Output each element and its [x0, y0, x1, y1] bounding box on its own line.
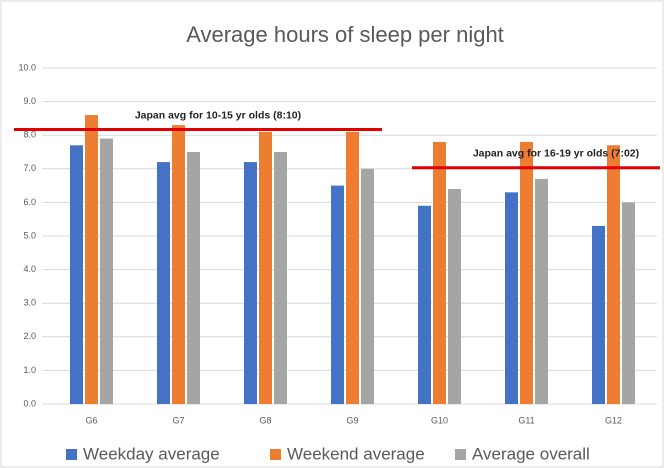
bar: [187, 152, 200, 404]
x-tick-label: G8: [259, 415, 271, 425]
y-tick-label: 2.0: [23, 331, 36, 341]
bar: [622, 202, 635, 404]
bar: [535, 178, 548, 404]
y-tick-label: 6.0: [23, 197, 36, 207]
bar: [520, 141, 533, 405]
x-tick-label: G11: [518, 415, 534, 425]
x-tick-label: G10: [431, 415, 448, 425]
y-tick-label: 8.0: [23, 130, 36, 140]
y-tick-label: 4.0: [23, 264, 36, 274]
x-tick-label: G12: [605, 415, 622, 425]
bar: [418, 205, 431, 404]
bar: [85, 115, 98, 404]
y-tick-label: 7.0: [23, 163, 36, 173]
legend-swatch: [270, 449, 281, 460]
y-tick-label: 0.0: [23, 398, 36, 408]
bar: [244, 162, 257, 404]
bar: [592, 225, 605, 404]
legend-label: Weekday average: [83, 444, 220, 463]
chart-title: Average hours of sleep per night: [186, 22, 504, 47]
bar: [172, 125, 185, 405]
bar: [70, 145, 83, 404]
y-tick-label: 1.0: [23, 365, 36, 375]
bar: [433, 141, 446, 405]
legend-label: Average overall: [472, 444, 590, 463]
legend-swatch: [455, 449, 466, 460]
reference-label: Japan avg for 16-19 yr olds (7:02): [473, 148, 639, 160]
bar: [607, 145, 620, 404]
bar: [361, 168, 374, 404]
legend-label: Weekend average: [287, 444, 425, 463]
bar: [346, 131, 359, 404]
x-tick-label: G9: [346, 415, 358, 425]
reference-label: Japan avg for 10-15 yr olds (8:10): [135, 109, 301, 121]
bar: [331, 185, 344, 404]
bar: [448, 188, 461, 404]
bar: [505, 192, 518, 404]
y-tick-label: 9.0: [23, 96, 36, 106]
x-tick-label: G6: [85, 415, 97, 425]
y-tick-label: 10.0: [18, 62, 36, 72]
bar: [100, 138, 113, 404]
bar: [259, 131, 272, 404]
y-tick-label: 3.0: [23, 298, 36, 308]
bar: [274, 152, 287, 404]
x-tick-label: G7: [172, 415, 184, 425]
y-tick-label: 5.0: [23, 230, 36, 240]
bar: [157, 162, 170, 404]
legend-swatch: [66, 449, 77, 460]
